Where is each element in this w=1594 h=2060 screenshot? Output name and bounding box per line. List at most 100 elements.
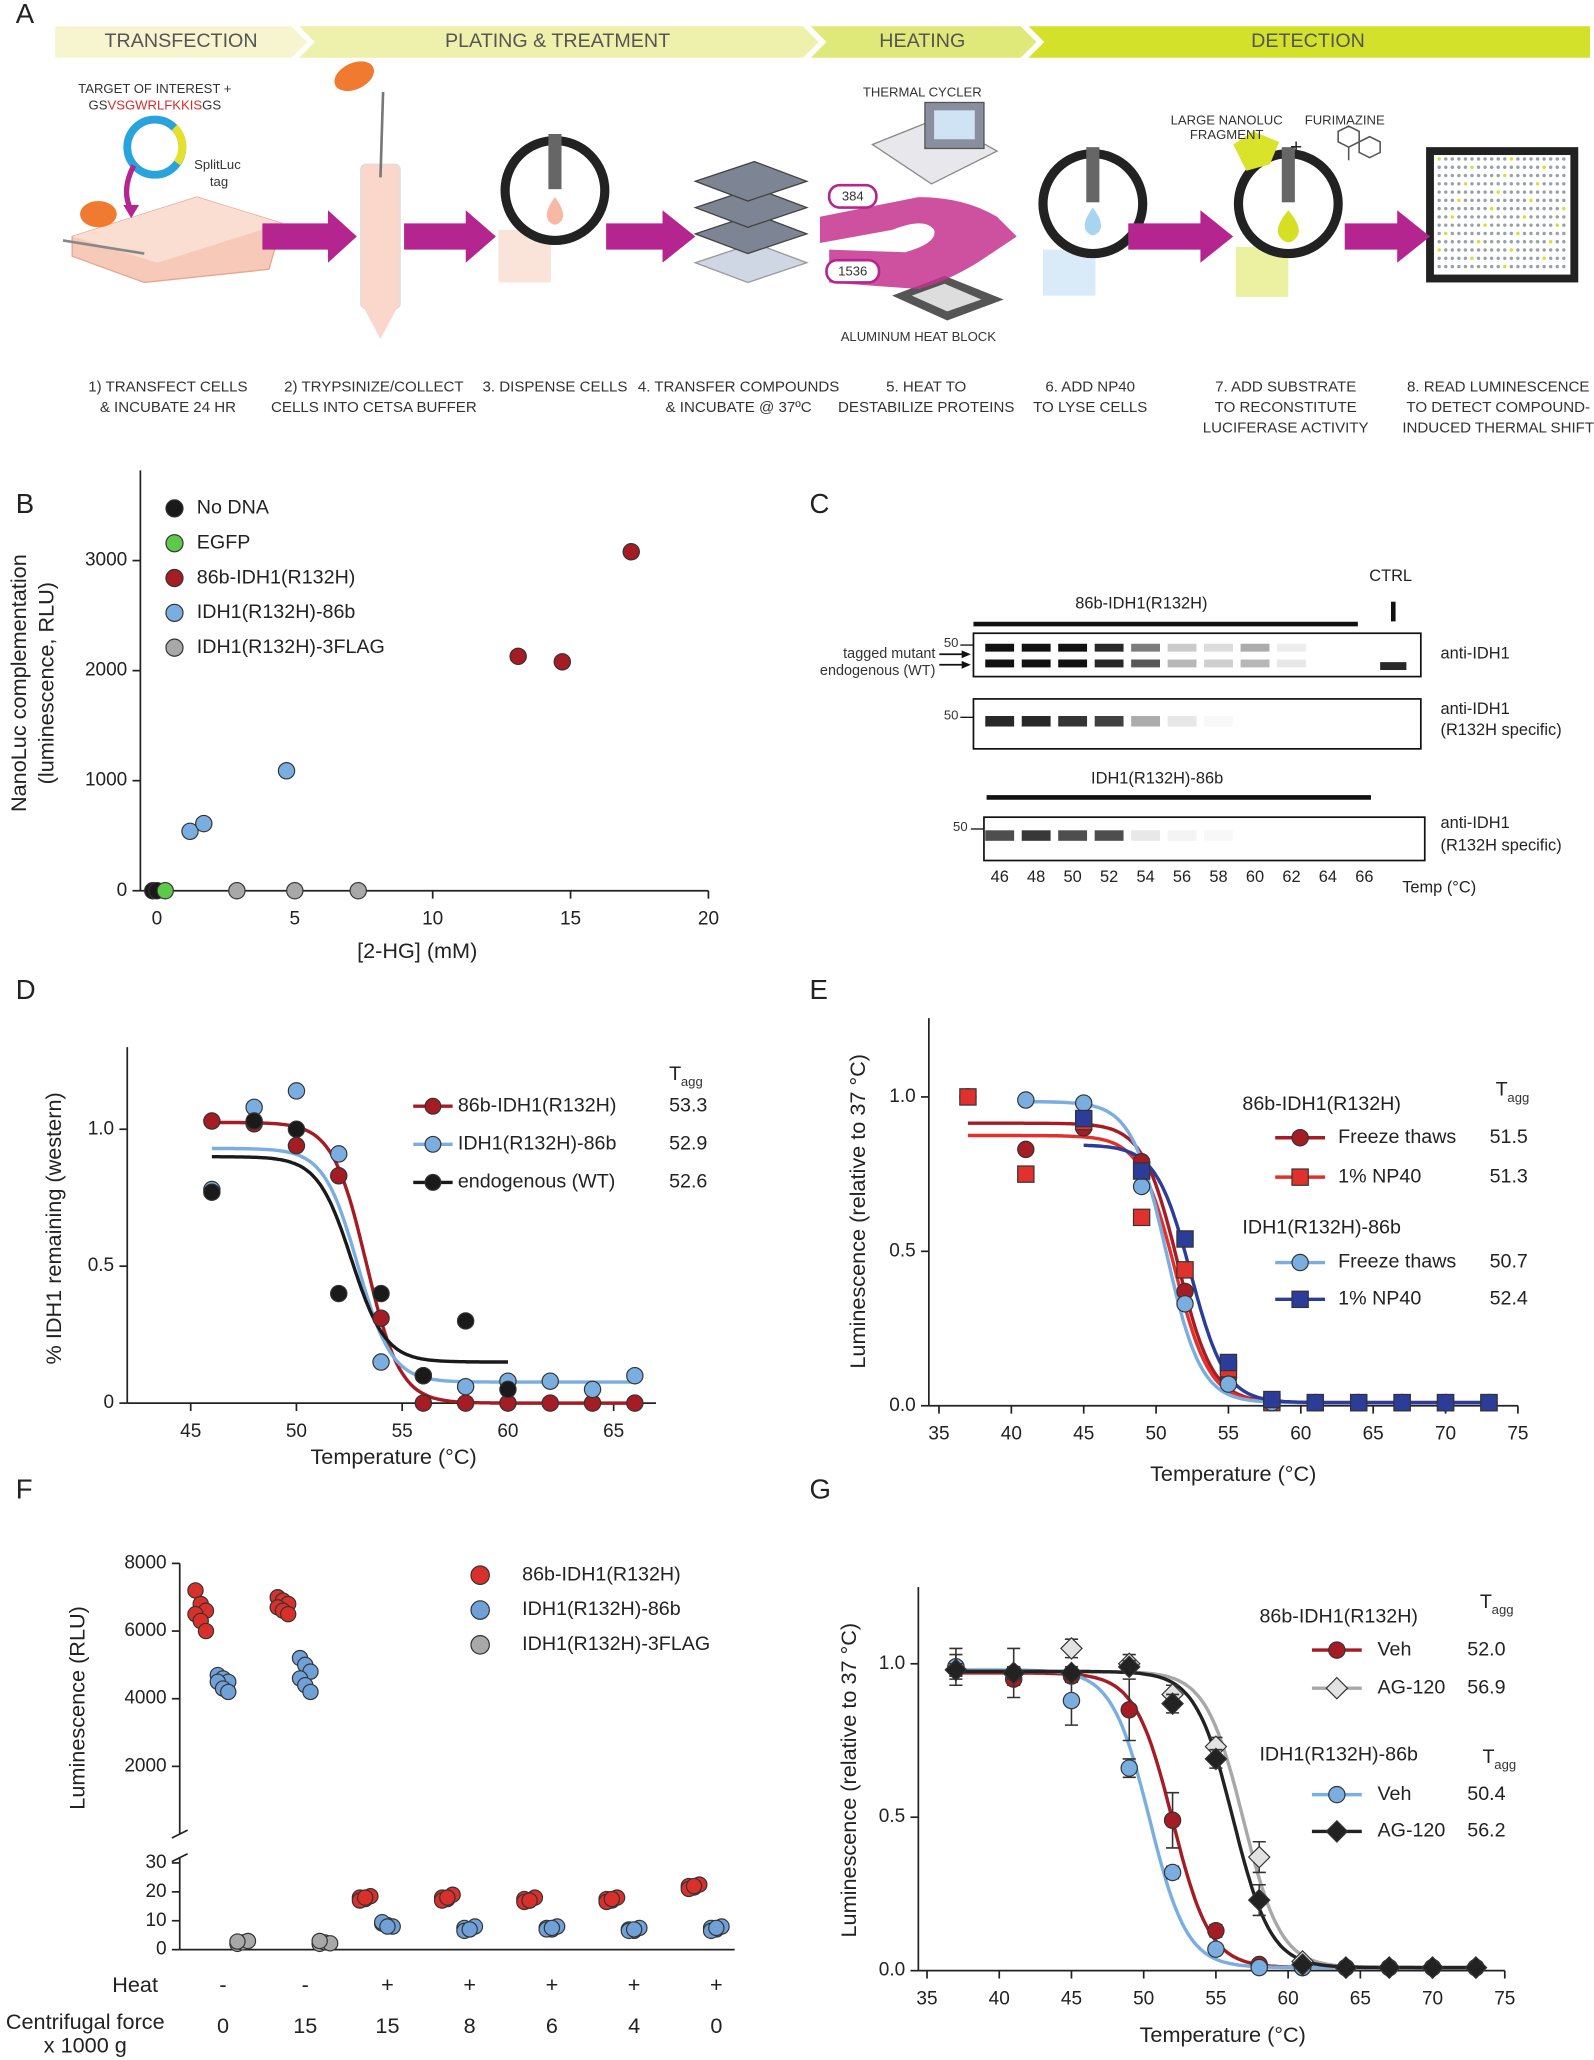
step-icons-part (1281, 147, 1295, 203)
plate-well (1542, 206, 1546, 211)
plate-well (1522, 190, 1527, 194)
marker (708, 1919, 725, 1937)
legend-label: Freeze thaws (1338, 1126, 1456, 1148)
step-icons-part (72, 197, 283, 263)
legend-label: Freeze thaws (1338, 1251, 1456, 1273)
workflow-arrows-part (404, 210, 496, 263)
marker (1377, 1956, 1401, 1980)
plate-well (1457, 206, 1461, 211)
legend-group-title: IDH1(R132H)-86b (1242, 1217, 1401, 1239)
marker (1132, 1162, 1151, 1180)
stage-label: PLATING & TREATMENT (445, 30, 670, 52)
plate-well (1463, 215, 1468, 219)
plate-well (1542, 157, 1546, 161)
plate-labels (825, 183, 881, 284)
plate-well (1555, 231, 1559, 236)
plate-well (1535, 223, 1540, 227)
plate-well (1555, 206, 1559, 211)
plate-well (1489, 165, 1494, 169)
plate-well (1457, 248, 1461, 252)
construct-title: TARGET OF INTEREST + (78, 81, 232, 96)
lane-temp: 48 (1027, 868, 1045, 886)
marker (1176, 1261, 1194, 1279)
band (1204, 830, 1233, 841)
plate-well (1476, 231, 1481, 236)
plate-well (1457, 264, 1461, 269)
plate-well (1496, 248, 1500, 252)
plate-well (1444, 256, 1448, 260)
plate-well (1529, 240, 1533, 244)
band (1167, 830, 1197, 841)
plate-well (1522, 165, 1527, 169)
tagg-header-sub: agg (1492, 1602, 1514, 1617)
plate-well (1444, 182, 1448, 186)
x-tick-label: 65 (603, 1421, 624, 1442)
band (985, 643, 1015, 652)
marker (279, 1605, 297, 1623)
plate-well (1555, 157, 1559, 161)
thermal-cycler-label: THERMAL CYCLER (863, 85, 982, 100)
plate-well (1555, 190, 1559, 194)
plate-well (1562, 173, 1566, 178)
step-caption: 4. TRANSFER COMPOUNDS (638, 379, 839, 396)
plate-well (1437, 231, 1441, 236)
step-caption: TO LYSE CELLS (1033, 399, 1147, 416)
plate-well (1522, 264, 1527, 269)
step-icons-part (379, 91, 385, 178)
plate-well (1457, 165, 1461, 169)
workflow-arrows-part (1128, 210, 1234, 263)
plate-well (1437, 206, 1441, 211)
plate-well (1457, 240, 1461, 244)
marker (1074, 1109, 1093, 1128)
band (1167, 716, 1197, 727)
marker (424, 1097, 442, 1115)
fragment-label: FRAGMENT (1190, 127, 1264, 142)
blot-frames-part (961, 650, 971, 659)
plate-well (1444, 165, 1448, 169)
marker (424, 1173, 442, 1191)
plate-well (1496, 182, 1500, 186)
antibody-label: (R132H specific) (1441, 836, 1562, 854)
x-axis-label: Temperature (°C) (310, 1444, 476, 1469)
plate-well (1535, 173, 1540, 178)
plate-well (1444, 240, 1448, 244)
plate-well (1489, 198, 1494, 203)
plate-well (1437, 240, 1441, 244)
plate-well (1529, 165, 1533, 169)
plate-well (1476, 157, 1481, 161)
plate-well (1516, 206, 1520, 211)
plate-well (1463, 190, 1468, 194)
plate-well (1437, 182, 1441, 186)
marker (203, 1112, 221, 1130)
x-tick-label: 35 (928, 1424, 949, 1445)
plate-well (1555, 264, 1559, 269)
marker (521, 1892, 538, 1909)
workflow-arrows-part (606, 210, 696, 263)
tag-label: SplitLuc (194, 157, 241, 172)
plate-well (1522, 256, 1527, 260)
band (1058, 659, 1088, 668)
y-tick-label: 0 (117, 880, 128, 901)
step-icons-part (171, 124, 187, 166)
legend-label: 86b-IDH1(R132H) (458, 1094, 617, 1116)
plate-well (1483, 190, 1487, 194)
plate-well (1489, 240, 1494, 244)
marker (414, 1394, 433, 1412)
x-tick-label: 40 (989, 1989, 1010, 2010)
marker (1219, 1375, 1238, 1393)
plate-well (1555, 256, 1559, 260)
plate-well (1503, 231, 1507, 236)
band (1204, 716, 1233, 727)
plate-well (1470, 165, 1474, 169)
step-caption: 6. ADD NP40 (1045, 379, 1135, 396)
legend-label: 1% NP40 (1338, 1288, 1421, 1310)
marker (330, 1284, 348, 1303)
plate-well (1489, 206, 1494, 211)
plate-well (1470, 190, 1474, 194)
marker (1349, 1393, 1368, 1412)
sequence-linker: GS (202, 98, 221, 113)
plate-well (1476, 165, 1481, 169)
band (1240, 643, 1270, 652)
x-tick-label: 10 (422, 909, 443, 930)
marker (1120, 1759, 1138, 1777)
